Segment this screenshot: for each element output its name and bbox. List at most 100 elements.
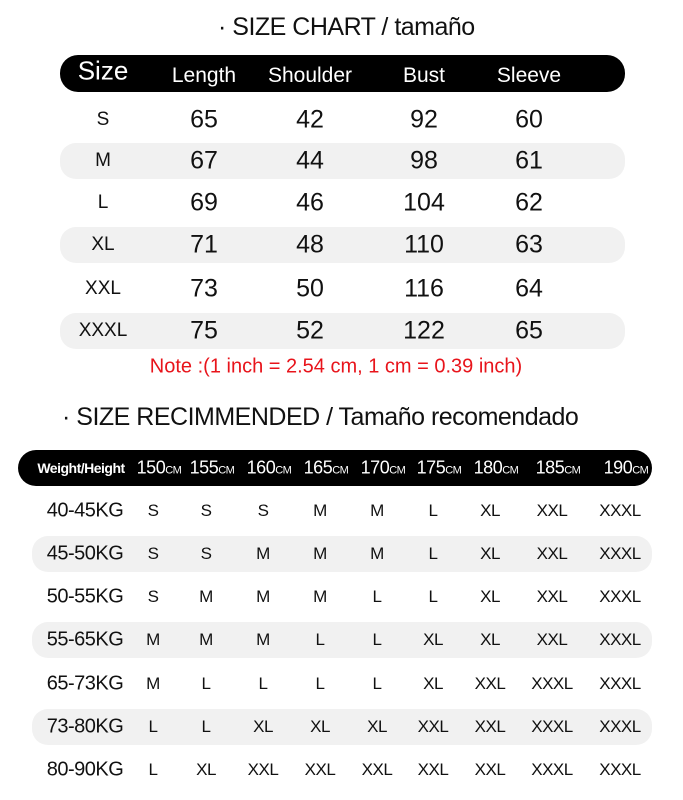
table-row: 80-90KG L XL XXL XXL XXL XXL XXL XXXL XXXL [32, 752, 652, 788]
measurement-cell: 50 [296, 274, 324, 303]
height-value: 180 [473, 457, 503, 478]
size-cell: M [313, 587, 327, 606]
size-recommended-title: · SIZE RECIMMENDED / Tamaño recomendado [62, 403, 579, 431]
table-row: M 67 44 98 61 [60, 143, 625, 179]
size-cell: S [257, 501, 269, 520]
measurement-cell: 69 [190, 188, 218, 217]
weight-label: 80-90KG [46, 758, 124, 781]
height-header: 160CM [247, 458, 292, 479]
size-label: XXXL [78, 320, 128, 341]
size-cell: XXL [361, 760, 393, 779]
table-row: 65-73KG M L L L L XL XXL XXXL XXXL [32, 666, 652, 702]
size-label: S [96, 109, 110, 130]
size-cell: XXL [474, 760, 506, 779]
weight-label: 55-65KG [46, 628, 124, 651]
size-cell: S [200, 544, 212, 563]
height-value: 185 [535, 457, 565, 478]
size-cell: S [147, 544, 159, 563]
table-row: 73-80KG L L XL XL XL XXL XXL XXXL XXXL [32, 709, 652, 745]
weight-label: 45-50KG [46, 542, 124, 565]
size-cell: XL [310, 717, 330, 736]
size-cell: XXL [417, 717, 449, 736]
measurement-cell: 122 [403, 316, 445, 345]
size-cell: M [313, 501, 327, 520]
height-value: 175 [416, 457, 446, 478]
size-cell: L [315, 674, 325, 693]
table-row: S 65 42 92 60 [60, 102, 625, 138]
measurement-cell: 65 [515, 316, 543, 345]
height-unit: CM [502, 464, 519, 477]
height-value: 150 [136, 457, 166, 478]
size-cell: XXXL [599, 674, 641, 693]
size-cell: L [148, 717, 158, 736]
size-cell: XXXL [599, 760, 641, 779]
height-header: 175CM [417, 458, 462, 479]
size-cell: XXXL [531, 674, 573, 693]
size-cell: L [372, 587, 382, 606]
height-header: 185CM [536, 458, 581, 479]
height-unit: CM [389, 464, 406, 477]
size-cell: XXXL [599, 501, 641, 520]
height-unit: CM [218, 464, 235, 477]
weight-label: 50-55KG [46, 585, 124, 608]
height-value: 155 [189, 457, 219, 478]
size-chart-title: · SIZE CHART / tamaño [218, 13, 475, 41]
column-header: Sleeve [496, 64, 562, 87]
weight-label: 73-80KG [46, 715, 124, 738]
measurement-cell: 110 [404, 230, 444, 259]
measurement-cell: 63 [515, 230, 543, 259]
size-cell: XXXL [599, 587, 641, 606]
size-cell: L [148, 760, 158, 779]
size-cell: S [147, 587, 159, 606]
size-cell: M [199, 630, 213, 649]
measurement-cell: 60 [515, 105, 543, 134]
height-unit: CM [165, 464, 182, 477]
size-cell: M [313, 544, 327, 563]
measurement-cell: 71 [190, 230, 218, 259]
height-header: 150CM [137, 458, 182, 479]
measurement-cell: 75 [190, 316, 218, 345]
size-cell: M [146, 674, 160, 693]
height-header: 190CM [604, 458, 649, 479]
size-cell: XXL [474, 717, 506, 736]
measurement-cell: 104 [403, 188, 445, 217]
size-cell: XXL [536, 501, 568, 520]
measurement-cell: 52 [296, 316, 324, 345]
size-cell: S [200, 501, 212, 520]
height-value: 190 [603, 457, 633, 478]
height-header: 180CM [474, 458, 519, 479]
height-unit: CM [445, 464, 462, 477]
size-chart-header: Size Length Shoulder Bust Sleeve [60, 55, 625, 92]
table-row: XXXL 75 52 122 65 [60, 313, 625, 349]
measurement-cell: 65 [190, 105, 218, 134]
size-cell: M [256, 544, 270, 563]
size-cell: XL [367, 717, 387, 736]
table-row: 50-55KG S M M M L L XL XXL XXXL [32, 579, 652, 615]
column-header: Size [77, 55, 129, 86]
height-unit: CM [275, 464, 292, 477]
table-row: 55-65KG M M M L L XL XL XXL XXXL [32, 622, 652, 658]
size-label: M [95, 150, 111, 171]
height-value: 170 [360, 457, 390, 478]
measurement-cell: 73 [190, 274, 218, 303]
size-cell: M [370, 544, 384, 563]
height-value: 160 [246, 457, 276, 478]
table-row: L 69 46 104 62 [60, 185, 625, 221]
column-header: Shoulder [267, 64, 353, 87]
weight-label: 65-73KG [46, 672, 124, 695]
weight-label: 40-45KG [46, 499, 124, 522]
height-unit: CM [632, 464, 649, 477]
size-cell: L [315, 630, 325, 649]
measurement-cell: 92 [410, 105, 438, 134]
size-cell: XXXL [599, 717, 641, 736]
column-header: Bust [402, 64, 446, 87]
size-cell: L [258, 674, 268, 693]
size-cell: XL [196, 760, 216, 779]
size-cell: XL [423, 630, 443, 649]
size-cell: XXXL [599, 630, 641, 649]
size-recommended-header: Weight/Height 150CM 155CM 160CM 165CM 170CM 17… [18, 450, 652, 486]
height-header: 165CM [304, 458, 349, 479]
size-cell: L [372, 630, 382, 649]
size-cell: XL [253, 717, 273, 736]
